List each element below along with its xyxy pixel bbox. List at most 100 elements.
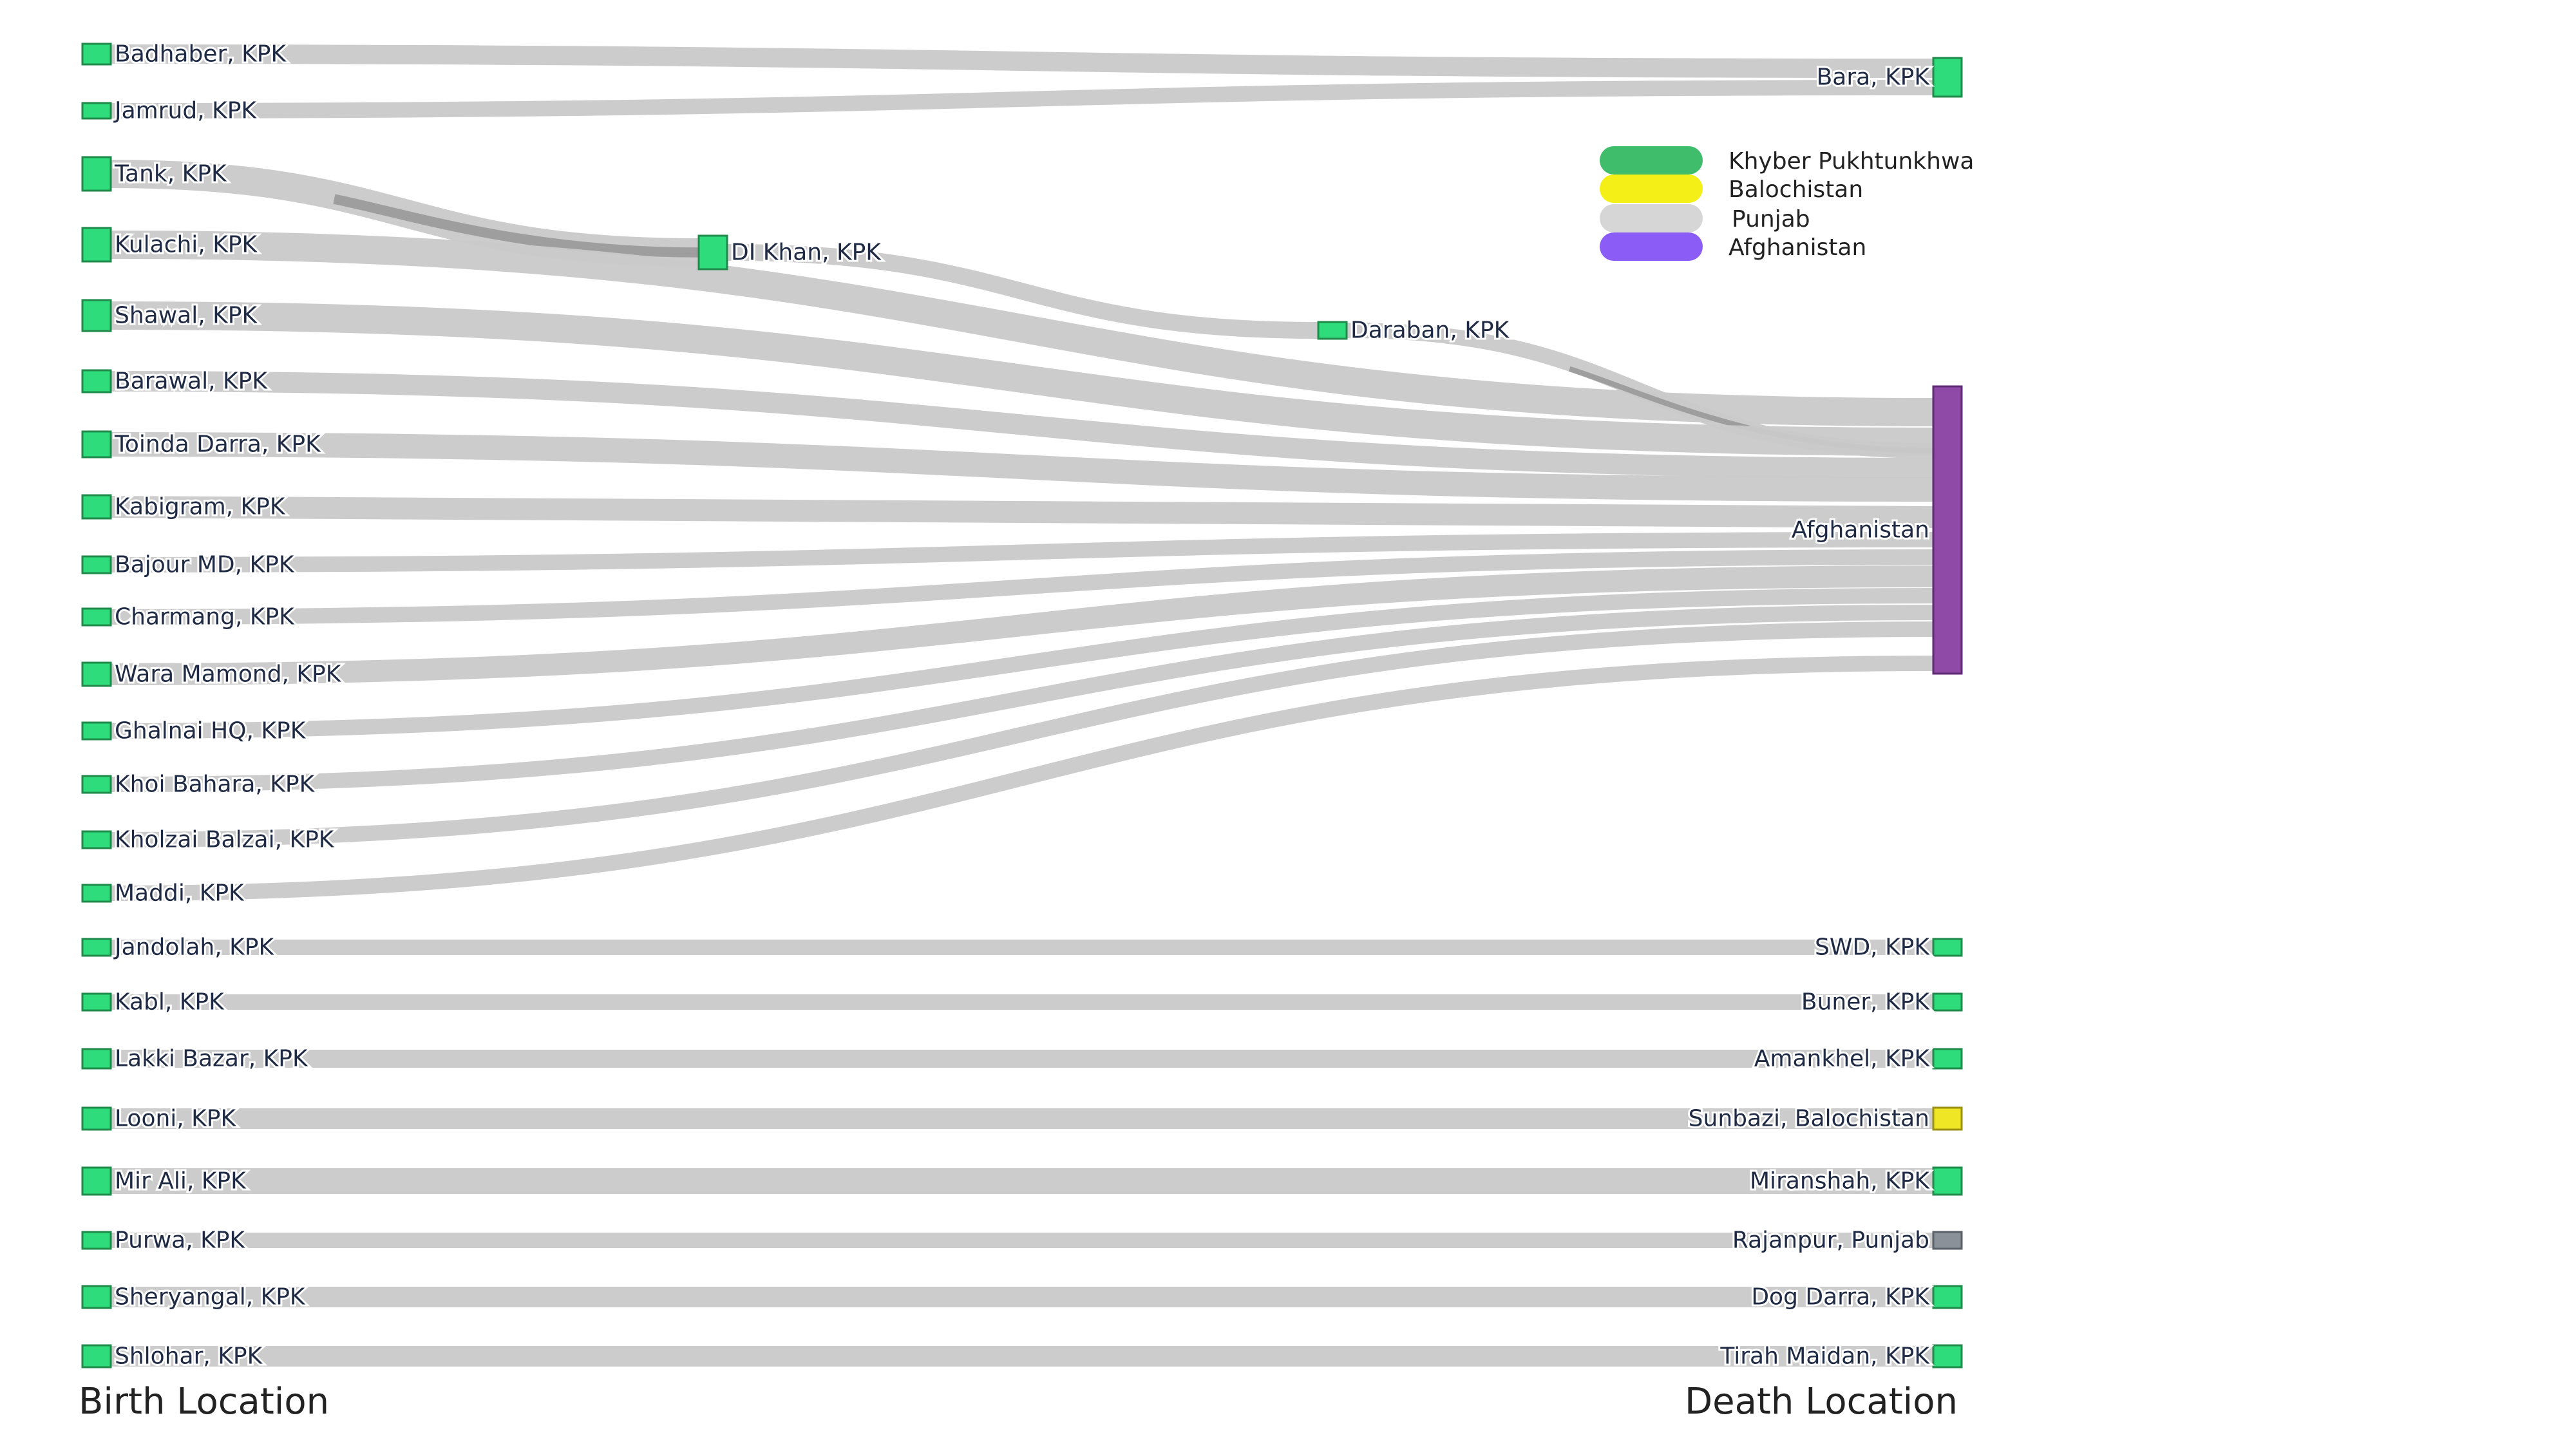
node-label-purwa: Purwa, KPK [115,1227,245,1254]
node-bara[interactable] [1932,57,1963,98]
node-label-jamrud: Jamrud, KPK [113,98,257,124]
node-label-kabigram: Kabigram, KPK [115,494,286,520]
legend-entry-punjab[interactable]: Punjab [1600,204,1810,232]
link-jamrud-to-bara[interactable] [110,80,1934,118]
link-toinda-to-afghanistan[interactable] [110,432,1934,502]
links-layer [110,44,1934,1367]
node-label-afghanistan: Afghanistan [1792,517,1929,544]
node-daraban[interactable] [1317,321,1348,340]
node-label-miranshah: Miranshah, KPK [1750,1168,1930,1195]
node-purwa[interactable] [81,1231,112,1250]
link-kholzai-to-afghanistan[interactable] [110,621,1934,848]
node-label-looni: Looni, KPK [115,1106,236,1132]
node-shlohar[interactable] [81,1344,112,1368]
node-label-maddi: Maddi, KPK [115,880,245,907]
link-ghalnai-to-afghanistan[interactable] [110,588,1934,739]
node-mirali[interactable] [81,1166,112,1196]
node-rajanpur[interactable] [1932,1231,1963,1250]
node-label-jandolah: Jandolah, KPK [113,934,274,961]
node-barawal[interactable] [81,369,112,393]
birth-location-caption: Birth Location [79,1381,329,1423]
node-label-wara: Wara Mamond, KPK [115,661,342,688]
node-ghalnai[interactable] [81,721,112,741]
node-label-swd: SWD, KPK [1815,934,1930,961]
legend-label-balochistan: Balochistan [1728,176,1863,203]
node-kabl[interactable] [81,992,112,1012]
node-label-daraban: Daraban, KPK [1350,317,1510,344]
labels-layer: Badhaber, KPK Jamrud, KPK Tank, KPK Kulachi… [111,39,1932,1372]
node-jamrud[interactable] [81,102,112,120]
link-kabigram-to-afghanistan[interactable] [110,496,1934,528]
link-khoi-to-afghanistan[interactable] [110,605,1934,792]
legend-entry-afghanistan[interactable]: Afghanistan [1600,232,1866,261]
node-badhaber[interactable] [81,43,112,66]
node-sheryangal[interactable] [81,1285,112,1309]
link-bajour-to-afghanistan[interactable] [110,532,1934,573]
node-label-bajour: Bajour MD, KPK [115,552,295,578]
legend-swatch-khyber-pukhtunkhwa [1600,146,1703,175]
node-afghanistan[interactable] [1932,385,1963,675]
node-label-sheryangal: Sheryangal, KPK [115,1284,306,1311]
node-label-badhaber: Badhaber, KPK [115,41,287,68]
node-toinda[interactable] [81,430,112,459]
legend-entry-balochistan[interactable]: Balochistan [1600,175,1863,203]
link-dikhan-to-daraban[interactable] [726,244,1319,339]
legend-swatch-afghanistan [1600,232,1703,261]
node-label-charmang: Charmang, KPK [115,604,295,630]
node-bajour[interactable] [81,555,112,574]
legend-swatch-balochistan [1600,175,1703,203]
node-label-khoi: Khoi Bahara, KPK [115,772,316,798]
link-kulachi-to-afghanistan[interactable] [110,231,1934,426]
link-shawal-to-afghanistan[interactable] [110,301,1934,456]
legend-entry-khyber-pukhtunkhwa[interactable]: Khyber Pukhtunkhwa [1600,146,1974,175]
node-swd[interactable] [1932,938,1963,957]
node-label-rajanpur: Rajanpur, Punjab [1732,1227,1929,1254]
legend-swatch-punjab [1600,204,1703,232]
node-jandolah[interactable] [81,938,112,957]
link-maddi-to-afghanistan[interactable] [110,656,1934,901]
node-shawal[interactable] [81,299,112,332]
node-buner[interactable] [1932,992,1963,1012]
node-miranshah[interactable] [1932,1166,1963,1196]
node-label-tank: Tank, KPK [114,161,227,187]
node-dogdarra[interactable] [1932,1285,1963,1309]
node-label-amankhel: Amankhel, KPK [1754,1046,1931,1072]
node-sunbazi[interactable] [1932,1106,1963,1131]
node-kulachi[interactable] [81,227,112,263]
legend-label-afghanistan: Afghanistan [1728,234,1866,261]
node-looni[interactable] [81,1106,112,1131]
node-dikhan[interactable] [697,234,728,270]
node-label-kulachi: Kulachi, KPK [115,232,258,258]
node-khoi[interactable] [81,775,112,794]
node-kabigram[interactable] [81,494,112,520]
node-label-tirah: Tirah Maidan, KPK [1719,1343,1930,1370]
legend-label-punjab: Punjab [1732,206,1810,232]
node-label-shlohar: Shlohar, KPK [115,1343,263,1370]
node-label-ghalnai: Ghalnai HQ, KPK [115,718,307,744]
node-label-mirali: Mir Ali, KPK [115,1168,247,1195]
node-tirah[interactable] [1932,1344,1963,1368]
node-label-kholzai: Kholzai Balzai, KPK [115,827,335,853]
link-badhaber-to-bara[interactable] [110,44,1934,78]
node-label-sunbazi: Sunbazi, Balochistan [1689,1106,1929,1132]
node-tank[interactable] [81,156,112,192]
node-label-bara: Bara, KPK [1817,64,1931,91]
link-barawal-to-afghanistan[interactable] [110,371,1934,478]
link-wara-to-afghanistan[interactable] [110,565,1934,685]
node-label-lakki: Lakki Bazar, KPK [115,1046,308,1072]
link-charmang-to-afghanistan[interactable] [110,549,1934,625]
node-charmang[interactable] [81,607,112,627]
node-label-dogdarra: Dog Darra, KPK [1751,1284,1930,1311]
node-label-toinda: Toinda Darra, KPK [114,431,321,458]
link-overlap-tank-to-dikhan [333,194,699,258]
node-amankhel[interactable] [1932,1048,1963,1070]
legend: Khyber Pukhtunkhwa Balochistan Punjab Af… [1600,146,1974,261]
node-label-barawal: Barawal, KPK [115,368,268,395]
node-maddi[interactable] [81,884,112,903]
node-wara[interactable] [81,661,112,687]
node-lakki[interactable] [81,1048,112,1070]
node-kholzai[interactable] [81,830,112,849]
node-label-kabl: Kabl, KPK [115,989,225,1016]
